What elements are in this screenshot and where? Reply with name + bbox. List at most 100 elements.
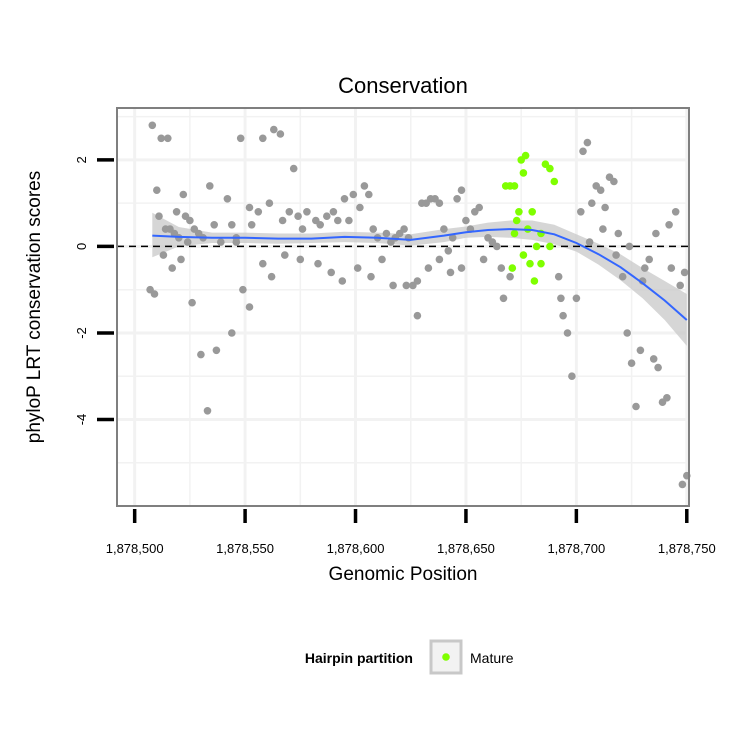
- data-point-mature: [546, 164, 554, 173]
- data-point-other: [623, 329, 631, 337]
- data-point-other: [164, 134, 172, 143]
- data-point-other: [641, 264, 649, 272]
- smooth-trend-line: [152, 228, 688, 321]
- data-point-other: [157, 134, 165, 143]
- data-point-other: [265, 199, 274, 207]
- data-point-other: [323, 212, 331, 220]
- data-point-other: [247, 221, 256, 229]
- legend-key-box: [429, 639, 463, 675]
- data-point-mature: [550, 177, 559, 186]
- plot-background: [117, 108, 689, 506]
- data-point-other: [614, 229, 623, 238]
- data-point-other: [627, 359, 636, 368]
- chart-title: Conservation: [338, 73, 468, 98]
- x-tick-label: 1,878,550: [216, 541, 274, 556]
- x-tick-label: 1,878,650: [437, 541, 495, 556]
- data-point-mature: [526, 259, 534, 268]
- data-point-other: [345, 216, 353, 225]
- data-point-other: [353, 264, 362, 272]
- data-point-other: [278, 216, 287, 225]
- legend-entry-mature: Mature: [470, 650, 514, 666]
- data-point-other: [153, 186, 161, 194]
- data-point-mature: [515, 208, 523, 216]
- data-point-other: [367, 272, 375, 281]
- data-point-other: [671, 208, 680, 216]
- y-tick-label: 2: [74, 156, 89, 163]
- data-point-other: [497, 264, 506, 272]
- data-point-other: [270, 125, 278, 134]
- data-point-other: [448, 234, 457, 242]
- data-point-mature: [510, 182, 519, 190]
- data-point-other: [493, 242, 501, 251]
- data-point-other: [612, 251, 620, 259]
- x-tick-label: 1,878,750: [658, 541, 716, 556]
- x-tick-label: 1,878,600: [327, 541, 385, 556]
- data-point-other: [239, 285, 247, 294]
- data-point-mature: [521, 151, 530, 160]
- data-point-other: [168, 264, 176, 272]
- data-point-other: [601, 203, 609, 212]
- data-point-other: [588, 199, 596, 207]
- data-point-other: [440, 225, 448, 233]
- data-point-other: [479, 255, 488, 264]
- data-point-other: [197, 350, 205, 359]
- data-point-other: [188, 298, 196, 307]
- data-point-other: [400, 225, 408, 233]
- data-point-other: [203, 407, 212, 415]
- data-point-other: [610, 177, 618, 186]
- data-point-other: [259, 134, 267, 143]
- data-point-other: [294, 212, 302, 220]
- data-point-other: [645, 255, 653, 264]
- data-point-other: [665, 221, 673, 229]
- data-point-other: [585, 238, 594, 246]
- data-point-other: [349, 190, 358, 199]
- data-point-other: [563, 329, 572, 337]
- data-point-other: [245, 203, 254, 212]
- data-point-other: [413, 311, 422, 320]
- data-point-other: [435, 255, 444, 264]
- data-point-other: [228, 329, 236, 337]
- data-point-other: [572, 294, 581, 303]
- data-point-other: [579, 147, 587, 156]
- data-point-other: [583, 138, 592, 147]
- data-point-other: [356, 203, 364, 212]
- data-point-other: [389, 281, 397, 290]
- data-point-other: [649, 355, 658, 363]
- data-point-other: [625, 242, 634, 251]
- data-point-other: [435, 199, 444, 207]
- data-point-other: [223, 195, 232, 203]
- data-point-mature: [510, 229, 519, 238]
- data-point-other: [172, 208, 181, 216]
- data-point-other: [155, 212, 163, 220]
- data-point-other: [340, 195, 349, 203]
- data-point-other: [676, 281, 684, 290]
- data-point-other: [245, 303, 254, 311]
- data-point-other: [554, 272, 563, 281]
- x-tick-label: 1,878,700: [547, 541, 605, 556]
- data-point-other: [360, 182, 369, 190]
- data-point-other: [228, 221, 236, 229]
- data-point-other: [559, 311, 567, 320]
- data-point-other: [276, 130, 285, 138]
- data-point-other: [150, 290, 159, 298]
- data-point-other: [462, 216, 470, 225]
- data-point-other: [338, 277, 347, 285]
- data-point-mature: [532, 242, 541, 251]
- x-axis: 1,878,500 1,878,550 1,878,600 1,878,650 1,87…: [106, 509, 716, 556]
- data-point-other: [654, 363, 662, 372]
- data-point-other: [680, 268, 689, 277]
- data-point-other: [314, 259, 322, 268]
- legend: Hairpin partition Mature: [305, 639, 514, 675]
- x-axis-label: Genomic Position: [329, 564, 478, 585]
- data-point-other: [334, 216, 342, 225]
- data-point-other: [444, 247, 453, 255]
- data-point-other: [663, 394, 671, 402]
- smooth-curve: [152, 228, 688, 321]
- data-point-mature: [537, 259, 545, 268]
- data-point-other: [289, 164, 298, 173]
- data-point-other: [506, 272, 514, 281]
- y-tick-label: -4: [74, 414, 89, 426]
- data-point-other: [457, 264, 466, 272]
- data-point-other: [577, 208, 585, 216]
